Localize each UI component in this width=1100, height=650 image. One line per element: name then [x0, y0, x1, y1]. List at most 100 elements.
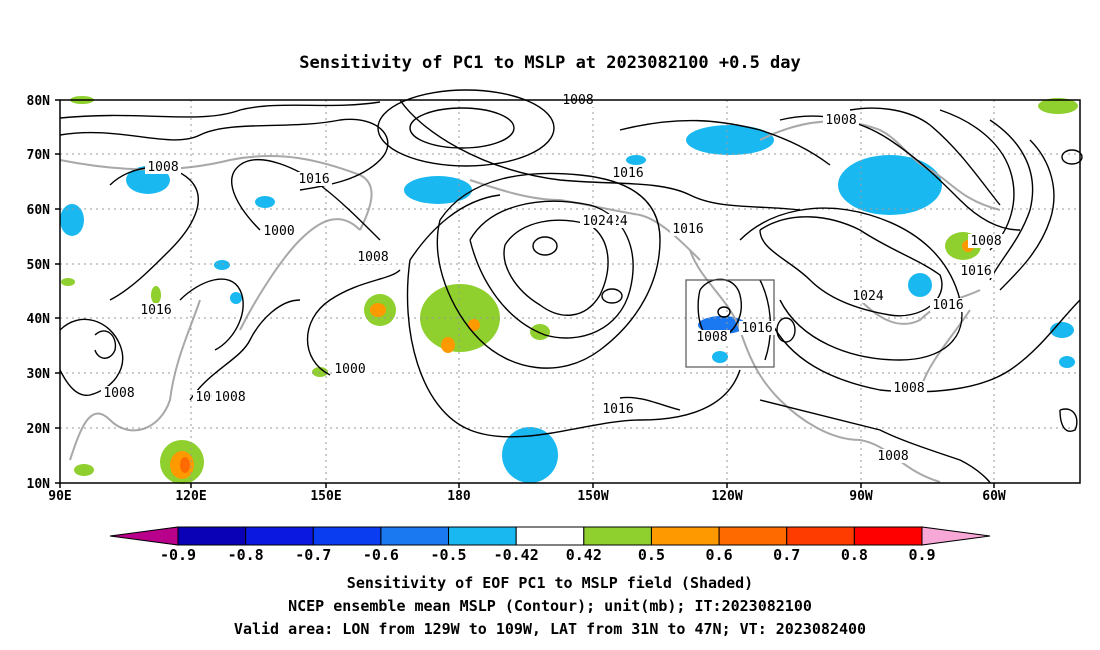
contour-label: 1008	[877, 449, 908, 464]
colorbar-labels: -0.9 -0.8 -0.7 -0.6 -0.5 -0.42 0.42 0.5 0.6 0.7 0.…	[160, 546, 936, 564]
contour-label-bg	[355, 250, 391, 264]
contour-label: 1016	[741, 321, 772, 336]
mslp-contour	[999, 139, 1055, 291]
shade-blob	[530, 324, 550, 340]
lon-tick-label: 90E	[48, 489, 71, 504]
shade-blob	[74, 464, 94, 476]
colorbar-label: 0.42	[566, 546, 602, 564]
mslp-contour	[532, 236, 558, 256]
colorbar-label: 0.8	[841, 546, 868, 564]
colorbar-segment	[786, 526, 855, 546]
colorbar-segment	[583, 526, 652, 546]
colorbar-segment	[380, 526, 450, 546]
mslp-contour	[377, 89, 555, 167]
contour-label: 1024	[582, 214, 613, 229]
sensitivity-shading	[60, 96, 1078, 484]
mslp-contour	[399, 99, 801, 211]
contour-label: 1008	[147, 160, 178, 175]
mslp-contour	[601, 288, 623, 304]
lon-tick-label: 120E	[175, 489, 206, 504]
contour-label-bg	[145, 160, 181, 174]
shade-blob	[60, 204, 84, 236]
contour-label-bg	[958, 264, 994, 278]
contour-label: 1016	[602, 402, 633, 417]
colorbar-label: -0.7	[295, 546, 331, 564]
contour-label: 1008	[825, 113, 856, 128]
colorbar-segment	[245, 526, 314, 546]
shade-blob	[838, 155, 942, 215]
shade-blob	[255, 196, 275, 208]
contour-label: 1016	[932, 298, 963, 313]
contour-label: 1008	[696, 330, 727, 345]
mslp-contour	[619, 396, 681, 411]
contour-label-bg	[823, 113, 859, 127]
contour-label: 1008	[357, 250, 388, 265]
lon-tick-label: 180	[447, 489, 471, 504]
colorbar-extend-right	[921, 526, 991, 546]
contour-label-bg	[875, 449, 911, 463]
contour-label: 1000	[263, 224, 294, 239]
mslp-contour	[179, 278, 244, 351]
mslp-contour	[469, 200, 634, 339]
shade-blob	[404, 176, 472, 204]
contour-label-bg	[138, 303, 174, 317]
colorbar-segment	[718, 526, 788, 546]
shade-blob	[230, 292, 242, 304]
contour-label: 1016	[960, 264, 991, 279]
contour-label: 1016	[612, 166, 643, 181]
coast-asia	[59, 155, 373, 461]
colorbar-extend-left	[109, 526, 179, 546]
mslp-contour	[436, 172, 661, 369]
lat-tick-label: 50N	[27, 258, 51, 273]
caption-line-1: Sensitivity of EOF PC1 to MSLP field (Sh…	[347, 574, 753, 592]
mslp-contour	[59, 118, 389, 191]
lat-tick-label: 40N	[27, 312, 51, 327]
mslp-contour	[619, 119, 831, 166]
map-title: Sensitivity of PC1 to MSLP at 2023082100…	[299, 53, 801, 73]
contour-label-bg	[296, 172, 332, 186]
mslp-contour	[409, 107, 515, 149]
lon-tick-label: 150W	[577, 489, 608, 504]
mslp-contour	[989, 119, 1034, 281]
contour-labels: 1008100010161008101610001008100010081008…	[101, 93, 1004, 464]
shade-blob	[214, 260, 230, 270]
shade-blob	[908, 273, 932, 297]
contour-label-bg	[968, 234, 1004, 248]
mslp-contour	[406, 194, 741, 438]
shade-blob	[698, 316, 746, 334]
contour-label: 1016	[140, 303, 171, 318]
shade-blob	[180, 457, 190, 473]
mslp-contour	[306, 269, 401, 376]
contour-label-bg	[694, 330, 730, 344]
contour-label-bg	[212, 390, 248, 404]
contour-label-bg	[930, 298, 966, 312]
contour-label: 1008	[893, 381, 924, 396]
shade-blob	[1059, 356, 1075, 368]
contour-label: 1008	[103, 386, 134, 401]
caption-line-3: Valid area: LON from 129W to 109W, LAT f…	[234, 620, 866, 638]
colorbar-label: -0.8	[228, 546, 264, 564]
shade-blob	[61, 278, 75, 286]
colorbar-label: 0.6	[706, 546, 733, 564]
mslp-contour	[776, 317, 796, 343]
colorbar-label: 0.5	[638, 546, 665, 564]
lon-tick-label: 120W	[711, 489, 742, 504]
map-panel: 1008100010161008101610001008100010081008…	[27, 89, 1083, 504]
contour-label: 1016	[298, 172, 329, 187]
colorbar: -0.9 -0.8 -0.7 -0.6 -0.5 -0.42 0.42 0.5 0.6 0.7 0.…	[109, 526, 991, 564]
colorbar-segment	[650, 526, 720, 546]
colorbar-label: 0.9	[908, 546, 935, 564]
colorbar-segment	[177, 526, 247, 546]
mslp-contour	[769, 299, 1081, 393]
lat-tick-label: 30N	[27, 367, 51, 382]
lon-tick-label: 90W	[849, 489, 873, 504]
mslp-contour	[759, 279, 772, 361]
mslp-contour	[759, 399, 991, 484]
contour-label: 1024	[852, 289, 883, 304]
contour-label-bg	[261, 224, 297, 238]
lat-tick-label: 80N	[27, 94, 51, 109]
shade-blob	[420, 284, 500, 352]
lat-tick-labels: 80N 70N 60N 50N 40N 30N 20N 10N	[27, 94, 51, 492]
contour-label: 1016	[672, 222, 703, 237]
lat-tick-label: 70N	[27, 148, 51, 163]
